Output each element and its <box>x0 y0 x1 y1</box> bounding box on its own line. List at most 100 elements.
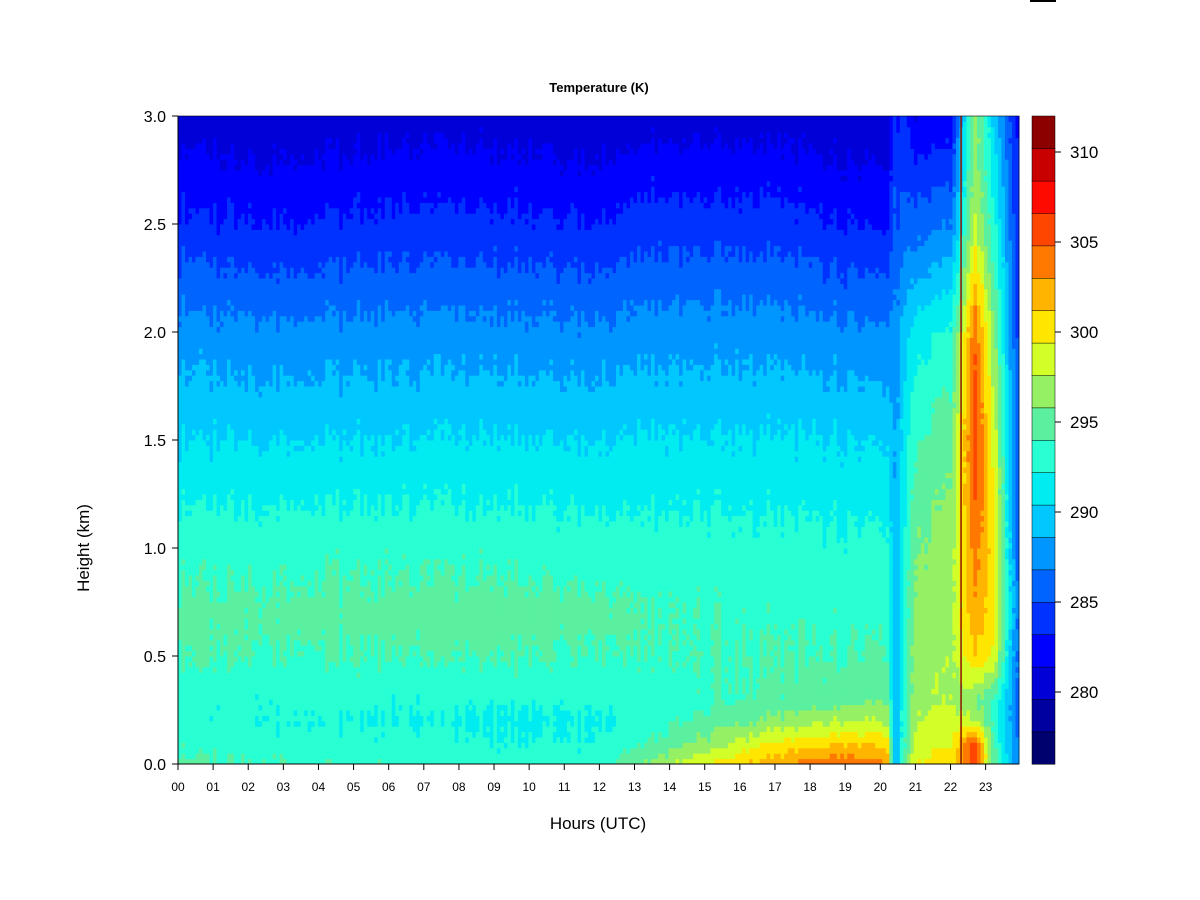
heatmap-cell <box>269 542 274 549</box>
heatmap-cell <box>255 240 260 247</box>
heatmap-cell <box>283 488 288 495</box>
heatmap-cell <box>311 288 316 295</box>
heatmap-cell <box>227 477 232 484</box>
heatmap-cell <box>206 618 211 625</box>
heatmap-cell <box>188 332 193 338</box>
heatmap-cell <box>290 499 295 506</box>
heatmap-cell <box>237 143 242 149</box>
heatmap-cell <box>258 213 263 220</box>
heatmap-cell <box>265 434 270 441</box>
heatmap-cell <box>234 116 239 122</box>
heatmap-cell <box>209 575 214 581</box>
heatmap-cell <box>185 639 190 646</box>
heatmap-cell <box>237 564 242 571</box>
heatmap-cell <box>188 256 193 263</box>
heatmap-cell <box>202 542 207 549</box>
heatmap-cell <box>258 429 263 436</box>
heatmap-cell <box>318 564 323 571</box>
heatmap-cell <box>206 229 211 236</box>
heatmap-cell <box>188 591 193 598</box>
heatmap-cell <box>248 267 253 274</box>
heatmap-cell <box>206 288 211 295</box>
heatmap-cell <box>304 126 309 133</box>
heatmap-cell <box>265 656 270 662</box>
heatmap-cell <box>223 510 228 517</box>
heatmap-cell <box>248 386 253 392</box>
heatmap-cell <box>195 504 200 511</box>
heatmap-cell <box>188 218 193 225</box>
heatmap-cell <box>279 661 284 668</box>
heatmap-cell <box>321 596 326 603</box>
heatmap-cell <box>314 575 319 581</box>
heatmap-cell <box>192 234 197 241</box>
heatmap-cell <box>272 639 277 646</box>
heatmap-cell <box>195 148 200 155</box>
heatmap-cell <box>272 645 277 652</box>
heatmap-cell <box>269 693 274 700</box>
heatmap-cell <box>237 283 242 290</box>
heatmap-cell <box>241 170 246 176</box>
heatmap-cell <box>213 299 218 306</box>
heatmap-cell <box>241 143 246 149</box>
heatmap-cell <box>318 305 323 311</box>
heatmap-cell <box>202 342 207 349</box>
heatmap-cell <box>237 245 242 252</box>
heatmap-cell <box>286 531 291 538</box>
heatmap-cell <box>230 337 235 344</box>
heatmap-cell <box>209 294 214 301</box>
heatmap-cell <box>230 256 235 263</box>
heatmap-cell <box>199 715 204 722</box>
heatmap-cell <box>272 299 277 306</box>
heatmap-cell <box>206 488 211 495</box>
heatmap-cell <box>258 715 263 722</box>
heatmap-cell <box>199 445 204 452</box>
heatmap-cell <box>251 634 256 641</box>
heatmap-cell <box>195 305 200 311</box>
heatmap-cell <box>185 267 190 274</box>
heatmap-cell <box>279 267 284 274</box>
heatmap-cell <box>304 753 309 760</box>
heatmap-cell <box>290 353 295 360</box>
heatmap-cell <box>230 116 235 122</box>
heatmap-cell <box>293 564 298 571</box>
heatmap-cell <box>269 202 274 209</box>
heatmap-cell <box>223 224 228 230</box>
heatmap-cell <box>206 656 211 662</box>
heatmap-cell <box>192 731 197 738</box>
heatmap-cell <box>311 337 316 344</box>
heatmap-cell <box>195 758 200 765</box>
heatmap-cell <box>188 434 193 441</box>
heatmap-cell <box>234 218 239 225</box>
heatmap-cell <box>262 191 267 198</box>
heatmap-cell <box>244 526 249 533</box>
heatmap-cell <box>216 461 221 468</box>
heatmap-cell <box>300 629 305 635</box>
heatmap-cell <box>318 132 323 139</box>
heatmap-cell <box>262 602 267 608</box>
heatmap-cell <box>262 159 267 166</box>
heatmap-cell <box>178 310 182 317</box>
heatmap-cell <box>220 634 225 641</box>
heatmap-cell <box>283 737 288 743</box>
heatmap-cell <box>269 164 274 171</box>
heatmap-cell <box>276 207 281 214</box>
heatmap-cell <box>314 202 319 209</box>
heatmap-cell <box>262 380 267 387</box>
heatmap-cell <box>237 537 242 544</box>
heatmap-cell <box>272 666 277 673</box>
heatmap-cell <box>192 607 197 614</box>
heatmap-cell <box>262 553 267 560</box>
heatmap-cell <box>216 175 221 182</box>
heatmap-cell <box>213 742 218 749</box>
heatmap-cell <box>248 515 253 522</box>
heatmap-cell <box>178 440 182 446</box>
heatmap-cell <box>293 661 298 668</box>
heatmap-cell <box>213 612 218 619</box>
heatmap-cell <box>227 461 232 468</box>
heatmap-cell <box>290 294 295 301</box>
heatmap-cell <box>314 483 319 490</box>
heatmap-cell <box>304 121 309 128</box>
heatmap-cell <box>223 153 228 160</box>
heatmap-cell <box>318 326 323 333</box>
heatmap-cell <box>234 683 239 689</box>
